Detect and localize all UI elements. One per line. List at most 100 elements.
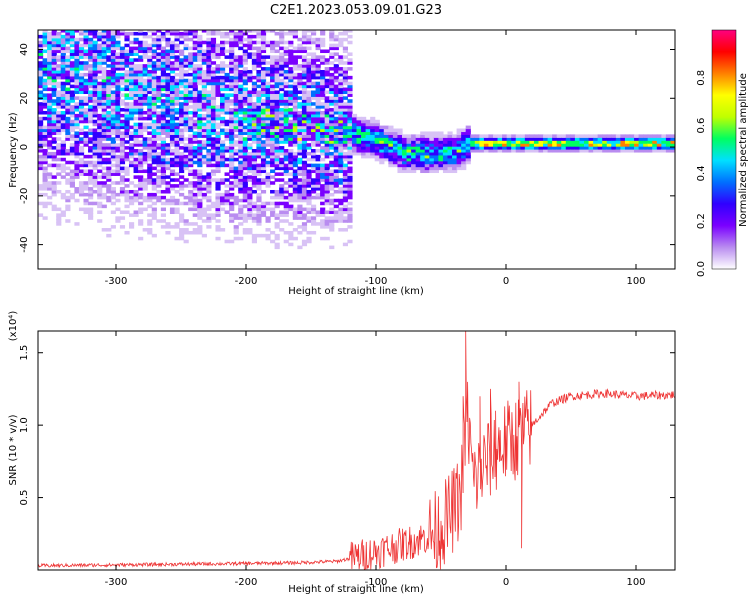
heatmap-cell — [88, 67, 94, 71]
heatmap-cell — [147, 163, 153, 168]
heatmap-cell — [60, 55, 66, 59]
heatmap-cell — [292, 131, 298, 135]
heatmap-cell — [106, 87, 112, 92]
heatmap-cell — [351, 151, 358, 156]
heatmap-cell — [101, 192, 107, 197]
heatmap-cell — [124, 87, 130, 92]
heatmap-cell — [142, 116, 148, 121]
heatmap-cell — [110, 151, 116, 156]
heatmap-cell — [311, 37, 317, 42]
heatmap-cell — [133, 37, 139, 42]
heatmap-cell — [279, 134, 285, 138]
heatmap-cell — [183, 110, 189, 115]
heatmap-cell — [301, 37, 308, 42]
heatmap-cell — [138, 140, 144, 144]
heatmap-cell — [183, 163, 189, 168]
heatmap-cell — [301, 49, 308, 54]
heatmap-cell — [47, 67, 53, 71]
heatmap-cell — [515, 137, 521, 141]
heatmap-cell — [374, 143, 380, 147]
heatmap-cell — [333, 43, 339, 48]
heatmap-cell — [151, 192, 157, 197]
heatmap-cell — [292, 34, 298, 39]
heatmap-cell — [315, 69, 321, 74]
heatmap-cell — [260, 37, 267, 42]
heatmap-cell — [347, 225, 353, 229]
heatmap-cell — [301, 178, 308, 182]
heatmap-cell — [634, 134, 640, 138]
heatmap-cell — [47, 40, 53, 45]
heatmap-cell — [142, 122, 148, 127]
heatmap-cell — [493, 149, 499, 153]
heatmap-cell — [69, 160, 75, 165]
heatmap-cell — [438, 163, 444, 168]
heatmap-cell — [233, 140, 239, 144]
heatmap-cell — [529, 149, 535, 153]
heatmap-cell — [565, 149, 571, 153]
heatmap-cell — [92, 52, 98, 56]
heatmap-cell — [260, 67, 267, 71]
heatmap-cell — [38, 201, 44, 206]
heatmap-cell — [220, 96, 226, 100]
heatmap-cell — [274, 201, 280, 206]
heatmap-cell — [220, 122, 226, 127]
heatmap-cell — [547, 143, 553, 147]
heatmap-cell — [233, 105, 239, 109]
heatmap-cell — [638, 140, 644, 144]
heatmap-cell — [160, 113, 166, 118]
heatmap-cell — [60, 163, 66, 168]
heatmap-cell — [115, 34, 121, 39]
heatmap-cell — [533, 137, 540, 141]
heatmap-cell — [215, 140, 221, 144]
heatmap-cell — [174, 61, 180, 65]
heatmap-cell — [42, 178, 48, 182]
heatmap-cell — [97, 119, 103, 124]
heatmap-cell — [270, 140, 276, 144]
heatmap-cell — [488, 140, 494, 144]
heatmap-cell — [356, 146, 362, 150]
heatmap-cell — [160, 181, 166, 185]
heatmap-cell — [320, 78, 326, 83]
heatmap-cell — [60, 140, 66, 144]
heatmap-cell — [356, 125, 362, 130]
heatmap-cell — [347, 166, 353, 171]
heatmap-cell — [465, 131, 471, 135]
heatmap-cell — [420, 163, 426, 168]
heatmap-cell — [165, 122, 171, 127]
heatmap-cell — [329, 172, 335, 176]
heatmap-cell — [374, 149, 380, 153]
heatmap-cell — [51, 146, 57, 150]
heatmap-cell — [647, 143, 653, 147]
heatmap-cell — [251, 90, 257, 95]
heatmap-cell — [188, 157, 194, 162]
heatmap-cell — [306, 30, 312, 33]
heatmap-cell — [242, 187, 248, 191]
heatmap-cell — [270, 75, 276, 80]
heatmap-cell — [179, 105, 185, 109]
heatmap-cell — [511, 137, 517, 141]
heatmap-cell — [311, 64, 317, 68]
heatmap-cell — [169, 172, 176, 176]
heatmap-cell — [74, 90, 80, 95]
heatmap-cell — [201, 30, 207, 33]
heatmap-cell — [92, 108, 98, 112]
heatmap-cell — [297, 143, 303, 147]
heatmap-cell — [561, 137, 567, 141]
heatmap-cell — [452, 140, 458, 144]
heatmap-cell — [138, 192, 144, 197]
heatmap-cell — [288, 119, 294, 124]
heatmap-cell — [224, 198, 230, 203]
heatmap-cell — [315, 143, 321, 147]
heatmap-cell — [110, 131, 116, 135]
heatmap-cell — [138, 87, 144, 92]
heatmap-cell — [506, 137, 512, 141]
heatmap-cell — [301, 75, 308, 80]
heatmap-cell — [192, 99, 198, 103]
heatmap-cell — [169, 157, 176, 162]
heatmap-cell — [634, 143, 640, 147]
heatmap-cell — [456, 131, 462, 135]
heatmap-cell — [65, 134, 71, 138]
heatmap-cell — [374, 146, 380, 150]
heatmap-cell — [251, 189, 257, 194]
heatmap-cell — [229, 169, 235, 174]
